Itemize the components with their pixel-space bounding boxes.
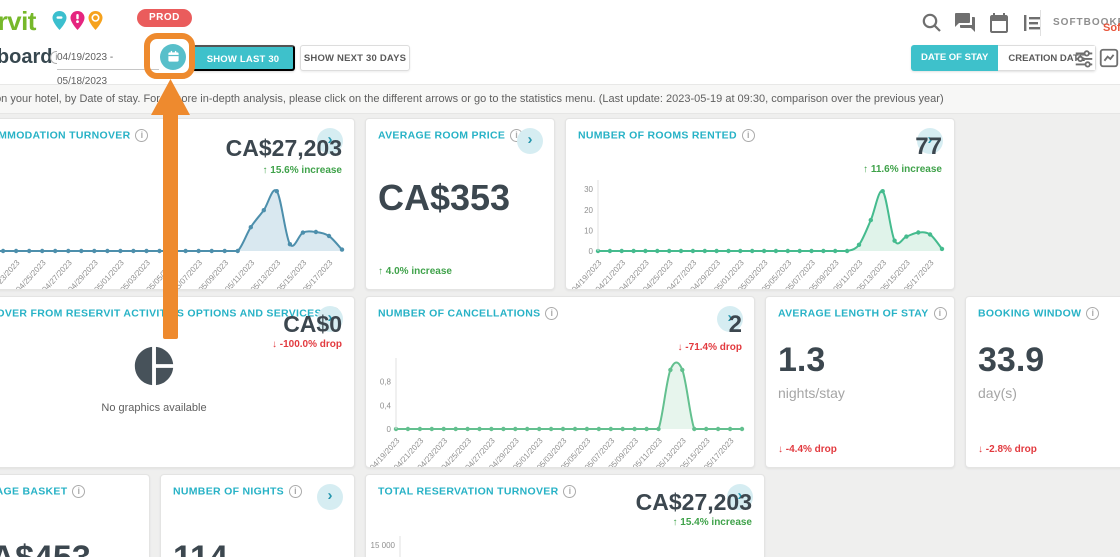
card-change: ↓ -100.0% drop — [271, 339, 342, 350]
card-title: BOOKING WINDOW — [978, 307, 1082, 320]
accommodation-turnover-chart: 04/19/202304/21/202304/23/202304/25/2023… — [0, 177, 352, 289]
header-divider — [1040, 10, 1041, 36]
card-avg-length-of-stay: AVERAGE LENGTH OF STAY 1.3 nights/stay ↓… — [765, 296, 955, 468]
card-value: CA$27,203 — [225, 135, 342, 161]
date-mode-toggle: DATE OF STAY CREATION DATE — [911, 45, 1097, 71]
card-title: TURNOVER FROM RESERVIT ACTIVITIES OPTION… — [0, 307, 322, 320]
svg-text:0,8: 0,8 — [380, 378, 392, 387]
card-number-of-nights: NUMBER OF NIGHTS 114 — [160, 474, 355, 557]
card-change: ↓ -71.4% drop — [677, 342, 742, 353]
page-title: Dashboard — [0, 46, 53, 68]
card-cancellations: NUMBER OF CANCELLATIONS 2 ↓ -71.4% drop … — [365, 296, 755, 468]
svg-text:15 000: 15 000 — [371, 541, 396, 550]
analytics-chart-icon[interactable] — [1098, 47, 1120, 69]
card-detail-chevron-button[interactable] — [717, 306, 743, 332]
prod-badge: PROD — [137, 9, 192, 27]
logo-pin-pink-icon — [70, 11, 85, 30]
logo-pin-orange-icon — [88, 11, 103, 30]
card-change: ↓ -4.4% drop — [778, 444, 837, 455]
card-title: NUMBER OF CANCELLATIONS — [378, 307, 541, 320]
no-data-text: No graphics available — [101, 402, 207, 414]
card-title: NUMBER OF NIGHTS — [173, 485, 284, 498]
card-detail-chevron-button[interactable] — [917, 128, 943, 154]
svg-text:0,4: 0,4 — [380, 401, 392, 410]
card-value: CA$0 — [283, 311, 342, 337]
description-text: Statistics on your hotel, by Date of sta… — [0, 93, 944, 105]
rooms-rented-chart: 0 10 20 30 04/19/2023 04/21/2023 04/23/2023 04/… — [568, 177, 952, 289]
cancellations-chart: 0 0,4 0,8 04/19/2023 04/21/2023 04/23/2023 04/… — [368, 355, 752, 467]
app-header: reservit PROD SOFTBOOKER Softbooker Dash… — [0, 0, 1120, 91]
card-total-reservation-turnover: TOTAL RESERVATION TURNOVER CA$27,203 ↑ 1… — [365, 474, 765, 557]
total-reservation-chart: 15 00004/19/202304/21/202304/23/202304/2… — [368, 533, 762, 557]
info-icon[interactable] — [135, 129, 149, 142]
svg-text:0: 0 — [387, 425, 392, 434]
card-value: CA$453 — [0, 539, 91, 557]
card-value: 33.9 — [978, 341, 1045, 379]
card-title: AVERAGE LENGTH OF STAY — [778, 307, 929, 320]
info-icon[interactable] — [545, 307, 559, 320]
card-value: CA$353 — [378, 177, 511, 218]
card-change: ↓ -2.8% drop — [978, 444, 1037, 455]
card-average-room-price: AVERAGE ROOM PRICE CA$353 ↑ 4.0% increas… — [365, 118, 555, 290]
open-calendar-button[interactable] — [160, 44, 186, 70]
info-icon[interactable] — [563, 485, 577, 498]
card-value: 2 — [728, 311, 742, 338]
card-value: CA$27,203 — [635, 489, 752, 515]
svg-text:0: 0 — [589, 247, 594, 256]
pie-chart-icon — [134, 346, 174, 386]
card-change: ↑ 15.4% increase — [672, 517, 753, 528]
card-title: NUMBER OF ROOMS RENTED — [578, 129, 737, 142]
search-icon[interactable] — [920, 11, 944, 35]
card-detail-chevron-button[interactable] — [727, 484, 753, 510]
messages-icon[interactable] — [953, 11, 977, 35]
card-value: 77 — [915, 133, 942, 160]
card-average-basket: AVERAGE BASKET CA$453 — [0, 474, 150, 557]
date-of-stay-tab[interactable]: DATE OF STAY — [911, 45, 999, 71]
filters-icon[interactable] — [1073, 47, 1095, 69]
card-title: TOTAL RESERVATION TURNOVER — [378, 485, 559, 498]
info-icon[interactable] — [288, 485, 302, 498]
card-unit: nights/stay — [778, 385, 845, 401]
show-next-30-days-button[interactable]: SHOW NEXT 30 DAYS — [300, 45, 410, 71]
svg-text:30: 30 — [584, 185, 593, 194]
softbooker-logo: Softbooker — [1103, 22, 1120, 34]
card-title: ACCOMMODATION TURNOVER — [0, 129, 131, 142]
svg-text:10: 10 — [584, 226, 593, 235]
card-booking-window: BOOKING WINDOW 33.9 day(s) ↓ -2.8% drop — [965, 296, 1120, 468]
info-icon[interactable] — [933, 307, 947, 320]
card-change: ↑ 11.6% increase — [863, 164, 942, 175]
card-title: AVERAGE ROOM PRICE — [378, 129, 506, 142]
card-title: AVERAGE BASKET — [0, 485, 68, 498]
card-value: 114 — [173, 539, 228, 557]
card-unit: day(s) — [978, 385, 1017, 401]
card-detail-chevron-button[interactable] — [317, 128, 343, 154]
partner-label: SOFTBOOKER — [1053, 17, 1120, 28]
date-range-input[interactable]: 04/19/2023 - 05/18/2023 — [57, 46, 159, 87]
card-activities-turnover: TURNOVER FROM RESERVIT ACTIVITIES OPTION… — [0, 296, 355, 468]
card-change: ↑ 15.6% increase — [262, 165, 343, 176]
card-rooms-rented: NUMBER OF ROOMS RENTED 77 ↑ 11.6% increa… — [565, 118, 955, 290]
card-detail-chevron-button[interactable] — [517, 128, 543, 154]
card-accommodation-turnover: ACCOMMODATION TURNOVER CA$27,203 ↑ 15.6%… — [0, 118, 355, 290]
info-icon[interactable] — [72, 485, 86, 498]
info-icon[interactable] — [741, 129, 755, 142]
no-data-placeholder: No graphics available — [0, 343, 354, 414]
card-value: 1.3 — [778, 341, 826, 379]
card-detail-chevron-button[interactable] — [317, 306, 343, 332]
svg-text:20: 20 — [584, 206, 593, 215]
calendar-icon[interactable] — [987, 11, 1011, 35]
card-detail-chevron-button[interactable] — [317, 484, 343, 510]
reservit-logo: reservit — [0, 6, 36, 36]
stats-icon[interactable] — [1021, 11, 1045, 35]
show-last-30-days-button[interactable]: SHOW LAST 30 DAYS — [191, 45, 295, 91]
info-icon[interactable] — [1086, 307, 1100, 320]
description-bar: Statistics on your hotel, by Date of sta… — [0, 84, 1120, 114]
logo-pin-teal-icon — [52, 11, 67, 30]
card-change: ↑ 4.0% increase — [378, 266, 452, 277]
